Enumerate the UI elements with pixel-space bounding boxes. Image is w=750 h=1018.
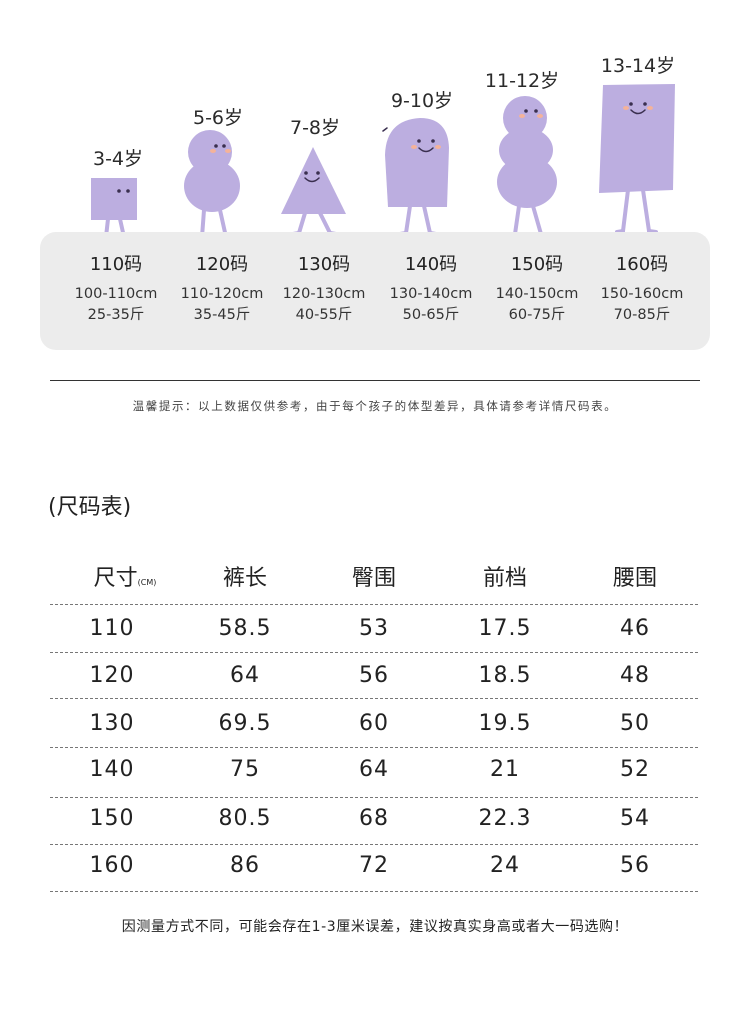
size-label: 110码 <box>89 254 143 275</box>
size-guide-panel <box>40 232 710 350</box>
size-guide-column: 150码 140-150cm 60-75斤 <box>482 252 592 326</box>
weight-range: 60-75斤 <box>508 307 566 323</box>
table-row-divider <box>50 698 698 699</box>
table-cell: 120 <box>89 663 135 688</box>
age-label: 9-10岁 <box>390 90 454 112</box>
table-row-divider <box>50 652 698 653</box>
age-label: 13-14岁 <box>600 55 676 77</box>
table-cell: 56 <box>359 663 389 688</box>
column-header-length: 裤长 <box>222 566 268 591</box>
table-cell: 68 <box>359 806 389 831</box>
height-range: 100-110cm <box>74 286 158 302</box>
table-cell: 53 <box>359 616 389 641</box>
table-row-divider <box>50 747 698 748</box>
table-row-divider <box>50 604 698 605</box>
size-label: 130码 <box>297 254 351 275</box>
table-cell: 130 <box>89 711 135 736</box>
column-header-size: 尺寸(CM) <box>93 566 157 591</box>
size-guide-column: 120码 110-120cm 35-45斤 <box>167 252 277 326</box>
table-title: (尺码表) <box>48 495 132 520</box>
size-characters-illustration <box>91 84 675 240</box>
table-cell: 140 <box>89 757 135 782</box>
height-range: 120-130cm <box>282 286 366 302</box>
weight-range: 40-55斤 <box>295 307 353 323</box>
size-guide-column: 110码 100-110cm 25-35斤 <box>61 252 171 326</box>
rectangle-character-icon <box>599 84 675 234</box>
table-cell: 58.5 <box>218 616 272 641</box>
age-label: 3-4岁 <box>92 148 144 170</box>
table-cell: 22.3 <box>478 806 532 831</box>
weight-range: 50-65斤 <box>402 307 460 323</box>
size-label: 140码 <box>404 254 458 275</box>
table-cell: 75 <box>230 757 260 782</box>
weight-range: 35-45斤 <box>193 307 251 323</box>
triangle-character-icon <box>281 147 346 236</box>
table-cell: 54 <box>620 806 650 831</box>
table-cell: 18.5 <box>478 663 532 688</box>
age-label: 5-6岁 <box>192 107 244 129</box>
age-label: 11-12岁 <box>484 70 560 92</box>
stacked-blob-character-icon <box>497 96 557 237</box>
table-cell: 56 <box>620 853 650 878</box>
table-cell: 86 <box>230 853 260 878</box>
table-cell: 69.5 <box>218 711 272 736</box>
table-cell: 60 <box>359 711 389 736</box>
column-header-hip: 臀围 <box>351 566 397 591</box>
size-label: 150码 <box>510 254 564 275</box>
reference-tip: 温馨提示：以上数据仅供参考，由于每个孩子的体型差异，具体请参考详情尺码表。 <box>132 399 618 413</box>
square-character-icon <box>91 178 137 240</box>
table-row-divider <box>50 891 698 892</box>
snowman-character-icon <box>184 130 240 240</box>
table-cell: 80.5 <box>218 806 272 831</box>
table-cell: 50 <box>620 711 650 736</box>
weight-range: 70-85斤 <box>613 307 671 323</box>
table-cell: 21 <box>490 757 520 782</box>
table-cell: 64 <box>230 663 260 688</box>
table-cell: 64 <box>359 757 389 782</box>
table-row-divider <box>50 844 698 845</box>
section-divider <box>50 380 700 381</box>
size-guide-column: 140码 130-140cm 50-65斤 <box>376 252 486 326</box>
measurement-note: 因测量方式不同，可能会存在1-3厘米误差，建议按真实身高或者大一码选购！ <box>121 919 629 935</box>
table-cell: 19.5 <box>478 711 532 736</box>
table-cell: 46 <box>620 616 650 641</box>
unit-label: (CM) <box>137 578 157 587</box>
size-label: 120码 <box>195 254 249 275</box>
height-range: 130-140cm <box>389 286 473 302</box>
column-header-rise: 前档 <box>482 566 528 591</box>
height-range: 140-150cm <box>495 286 579 302</box>
size-label: 160码 <box>615 254 669 275</box>
table-row-divider <box>50 797 698 798</box>
table-cell: 48 <box>620 663 650 688</box>
table-cell: 150 <box>89 806 135 831</box>
size-guide-column: 160码 150-160cm 70-85斤 <box>587 252 697 326</box>
column-header-waist: 腰围 <box>612 566 658 591</box>
table-cell: 110 <box>89 616 135 641</box>
height-range: 110-120cm <box>180 286 264 302</box>
table-cell: 160 <box>89 853 135 878</box>
size-guide-column: 130码 120-130cm 40-55斤 <box>269 252 379 326</box>
table-cell: 72 <box>359 853 389 878</box>
table-cell: 52 <box>620 757 650 782</box>
height-range: 150-160cm <box>600 286 684 302</box>
ghost-character-icon <box>385 118 449 236</box>
weight-range: 25-35斤 <box>87 307 145 323</box>
age-label: 7-8岁 <box>289 117 341 139</box>
table-cell: 24 <box>490 853 520 878</box>
table-cell: 17.5 <box>478 616 532 641</box>
